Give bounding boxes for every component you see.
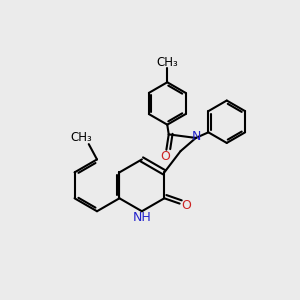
- Text: NH: NH: [133, 211, 152, 224]
- Text: O: O: [160, 150, 170, 163]
- Text: N: N: [191, 130, 201, 143]
- Text: CH₃: CH₃: [156, 56, 178, 69]
- Text: O: O: [181, 199, 191, 212]
- Text: CH₃: CH₃: [70, 131, 92, 144]
